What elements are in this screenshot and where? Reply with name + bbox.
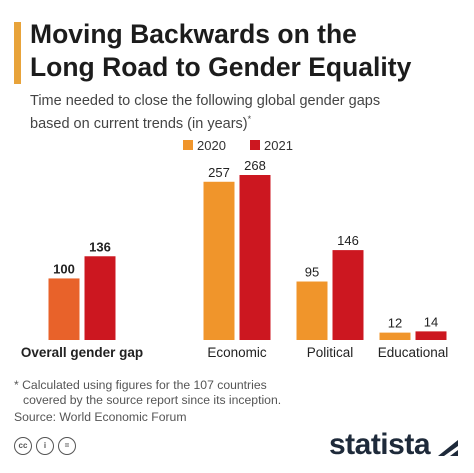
bar-overall-2020 [48,278,80,340]
subtitle-line-1: Time needed to close the following globa… [30,93,381,109]
value-label-political-2021: 146 [337,233,359,248]
subtitle-footnote-mark: * [247,114,252,124]
footnote-line-2: covered by the source report since its i… [23,393,282,407]
brand-name: statista [328,428,431,461]
legend-swatch-2020 [183,140,193,150]
brand-mark-icon [438,440,458,456]
value-label-overall-2021: 136 [89,239,111,254]
value-label-overall-2020: 100 [53,261,75,276]
value-label-educational-2021: 14 [424,314,438,329]
footnote-line-1: * Calculated using figures for the 107 c… [14,378,267,392]
equals-icon: = [58,437,76,455]
title-line-1: Moving Backwards on the [30,19,357,49]
bar-political-2020 [296,281,328,340]
title-line-2: Long Road to Gender Equality [30,52,412,82]
legend-label-2020: 2020 [197,138,226,153]
accent-bar [14,22,21,84]
footnote: * Calculated using figures for the 107 c… [14,378,454,408]
value-label-economic-2020: 257 [208,165,230,180]
value-label-political-2020: 95 [305,265,319,280]
bar-political-2021 [332,250,364,340]
chart-subtitle: Time needed to close the following globa… [30,92,470,133]
bar-educational-2021 [415,331,447,340]
category-label-educational: Educational [378,345,449,360]
bar-economic-2020 [203,181,235,340]
subtitle-line-2: based on current trends (in years) [30,115,248,132]
attribution-icon: i [36,437,54,455]
bar-overall-2021 [84,256,116,340]
legend: 2020 2021 [0,137,474,155]
legend-swatch-2021 [250,140,260,150]
cc-icon: cc [14,437,32,455]
bar-chart: 100 136 Overall gender gap 257 268 Economic 95… [21,160,449,360]
bar-educational-2020 [379,332,411,340]
chart-title: Moving Backwards on the Long Road to Gen… [30,18,470,84]
bar-economic-2021 [239,175,271,340]
value-label-economic-2021: 268 [244,160,266,173]
category-label-overall: Overall gender gap [21,345,143,360]
category-label-political: Political [307,345,354,360]
value-label-educational-2020: 12 [388,316,402,331]
source-text: Source: World Economic Forum [14,410,187,424]
legend-label-2021: 2021 [264,138,293,153]
category-label-economic: Economic [207,345,267,360]
